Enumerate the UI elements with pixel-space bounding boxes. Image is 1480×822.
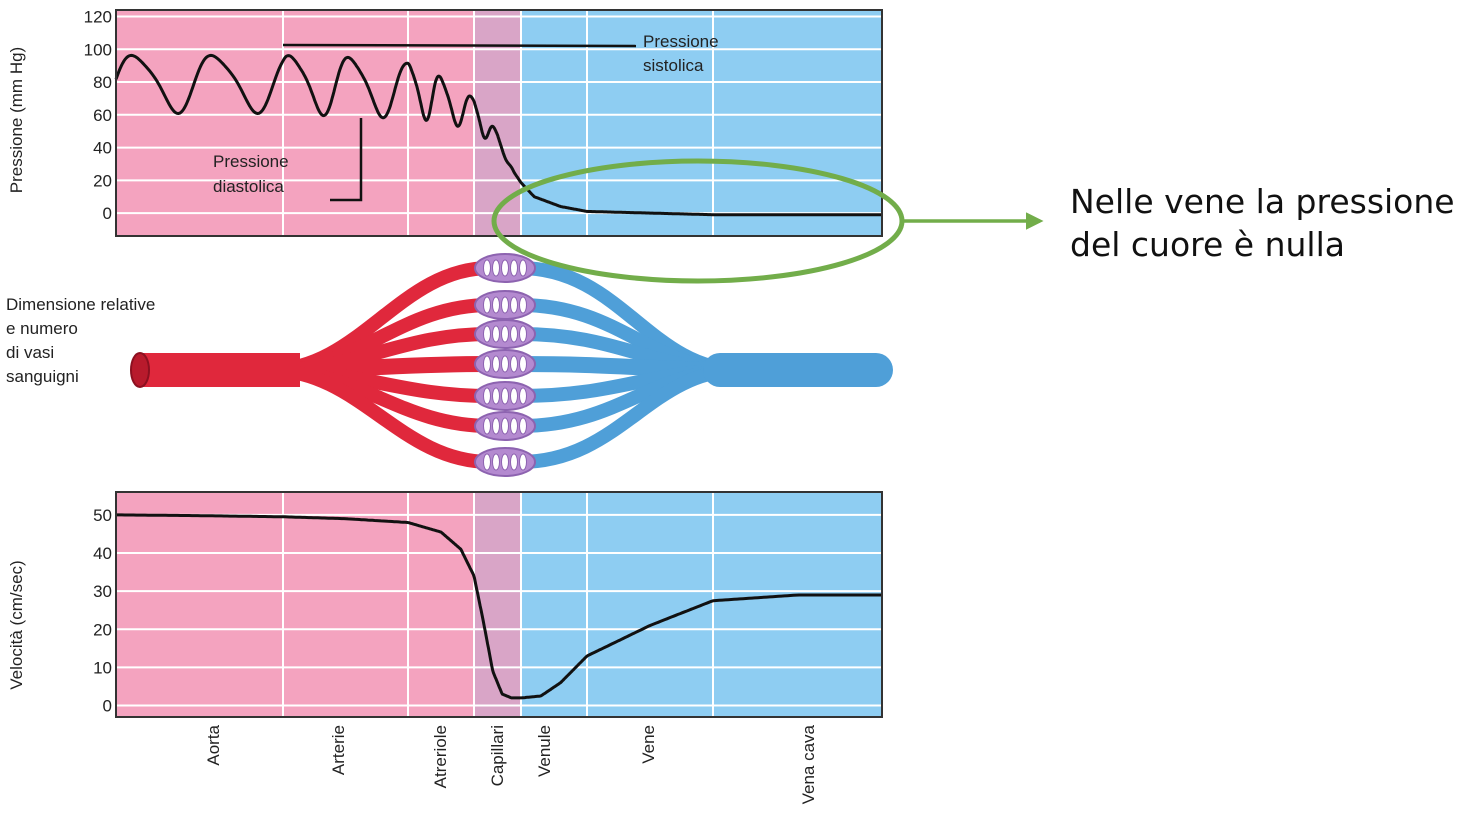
pressure-y-tick: 80 (93, 73, 112, 92)
velocity-chart-y-ticks: 0 10 20 30 40 50 (93, 506, 112, 716)
segment-label-vena-cava: Vena cava (799, 724, 818, 804)
pressure-y-tick: 0 (103, 204, 112, 223)
pressure-chart-y-ticks: 0 20 40 60 80 100 120 (84, 8, 112, 224)
capillary-bed (474, 253, 536, 283)
velocity-y-tick: 50 (93, 506, 112, 525)
middle-label-line-2: e numero (6, 319, 78, 338)
capillary-bed (474, 319, 536, 349)
venous-pressure-callout: Nelle vene la pressione del cuore è null… (491, 158, 1455, 284)
pressure-y-tick: 20 (93, 171, 112, 190)
segment-label-arterie: Arterie (329, 725, 348, 775)
pressure-chart: 0 20 40 60 80 100 120 Pressione (mm Hg) Pressi… (7, 8, 883, 237)
pressure-y-tick: 120 (84, 8, 112, 27)
diastolic-leader-line (330, 118, 363, 202)
velocity-chart-frame (115, 491, 883, 718)
velocity-y-tick: 30 (93, 582, 112, 601)
segment-label-capillari: Capillari (488, 725, 507, 786)
segment-label-venule: Venule (535, 725, 554, 777)
pressure-y-axis-label: Pressione (mm Hg) (7, 47, 26, 193)
systolic-label-line-2: sistolica (643, 56, 704, 75)
vessel-diagram: Dimensione relative e numero di vasi san… (6, 253, 893, 477)
velocity-y-tick: 20 (93, 620, 112, 639)
velocity-chart: 0 10 20 30 40 50 Velocità (cm/sec) (7, 491, 883, 718)
arterial-zone (116, 10, 474, 236)
velocity-curve (116, 513, 882, 700)
velocity-y-tick: 40 (93, 544, 112, 563)
pressure-y-tick: 100 (84, 40, 112, 59)
arteriole-branch (263, 363, 497, 469)
capillary-bed (474, 349, 536, 379)
pressure-chart-background (116, 10, 882, 236)
capillary-bed (474, 447, 536, 477)
arterial-branches (262, 261, 498, 469)
middle-label-line-3: di vasi (6, 343, 54, 362)
aorta-opening (130, 352, 150, 388)
velocity-y-tick: 0 (103, 697, 112, 716)
pressure-chart-grid (116, 10, 882, 236)
systolic-leader-line (282, 43, 637, 48)
middle-label: Dimensione relative e numero di vasi san… (6, 295, 155, 386)
segment-label-vene: Vene (639, 725, 658, 764)
middle-label-line-1: Dimensione relative (6, 295, 155, 314)
callout-line-2: del cuore è nulla (1070, 225, 1345, 264)
pressure-y-tick: 40 (93, 139, 112, 158)
capillary-bed (474, 290, 536, 320)
segment-label-atreriole: Atreriole (431, 725, 450, 788)
capillary-bed (474, 381, 536, 411)
velocity-chart-background (116, 492, 882, 717)
arterial-zone (116, 492, 474, 717)
pressure-curve (114, 53, 883, 217)
diastolic-label-line-2: diastolica (213, 177, 284, 196)
systolic-label-line-1: Pressione (643, 32, 719, 51)
segment-label-aorta: Aorta (204, 724, 223, 765)
segment-labels: Aorta Arterie Atreriole Capillari Venule Vene… (204, 724, 818, 804)
callout-line-1: Nelle vene la pressione (1070, 182, 1455, 221)
venous-zone (521, 10, 882, 236)
middle-label-line-4: sanguigni (6, 367, 79, 386)
velocity-y-tick: 10 (93, 658, 112, 677)
capillary-bed (474, 411, 536, 441)
velocity-y-axis-label: Velocità (cm/sec) (7, 560, 26, 689)
pressure-y-tick: 60 (93, 106, 112, 125)
capillary-beds (474, 253, 536, 477)
velocity-chart-grid (116, 492, 882, 717)
diastolic-label-line-1: Pressione (213, 152, 289, 171)
